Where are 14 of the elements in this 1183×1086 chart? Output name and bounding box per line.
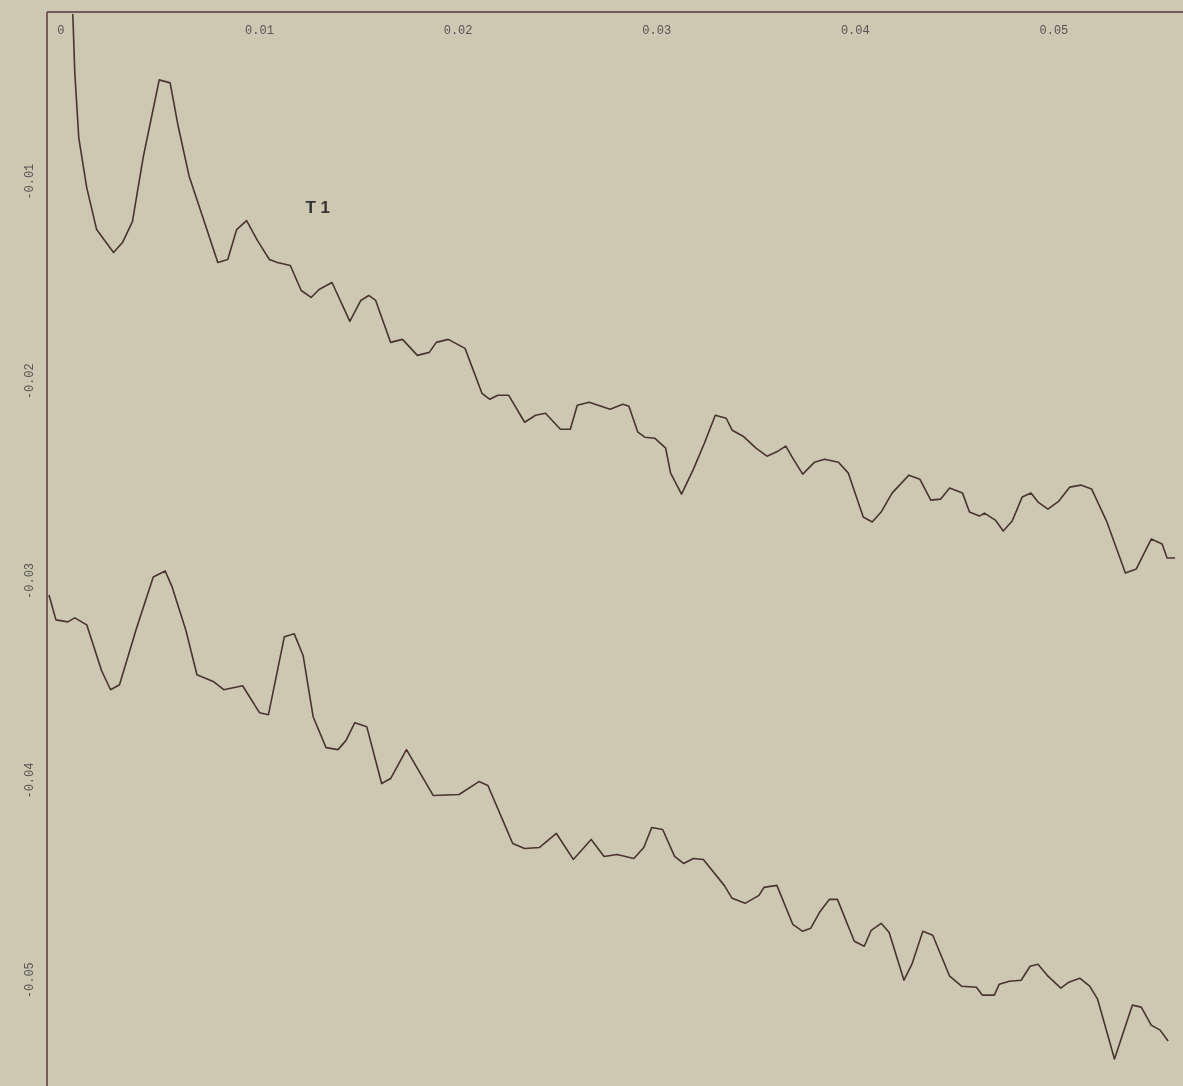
x-tick-label: 0 — [57, 24, 65, 38]
line-series — [48, 570, 1169, 1060]
x-tick-label: 0.02 — [443, 24, 473, 38]
x-tick-label: 0.04 — [840, 24, 870, 38]
y-tick-label: -0.05 — [23, 962, 37, 999]
x-tick-label: 0.03 — [642, 24, 672, 38]
y-tick-label: -0.01 — [23, 163, 37, 200]
text: T 1 — [305, 197, 330, 217]
y-tick-label: -0.02 — [23, 363, 37, 400]
y-tick-label: -0.04 — [23, 762, 37, 799]
y-tick-label: -0.03 — [23, 562, 37, 599]
x-tick-label: 0.01 — [245, 24, 274, 38]
x-tick-label: 0.05 — [1039, 24, 1069, 38]
line-series — [72, 13, 1176, 574]
